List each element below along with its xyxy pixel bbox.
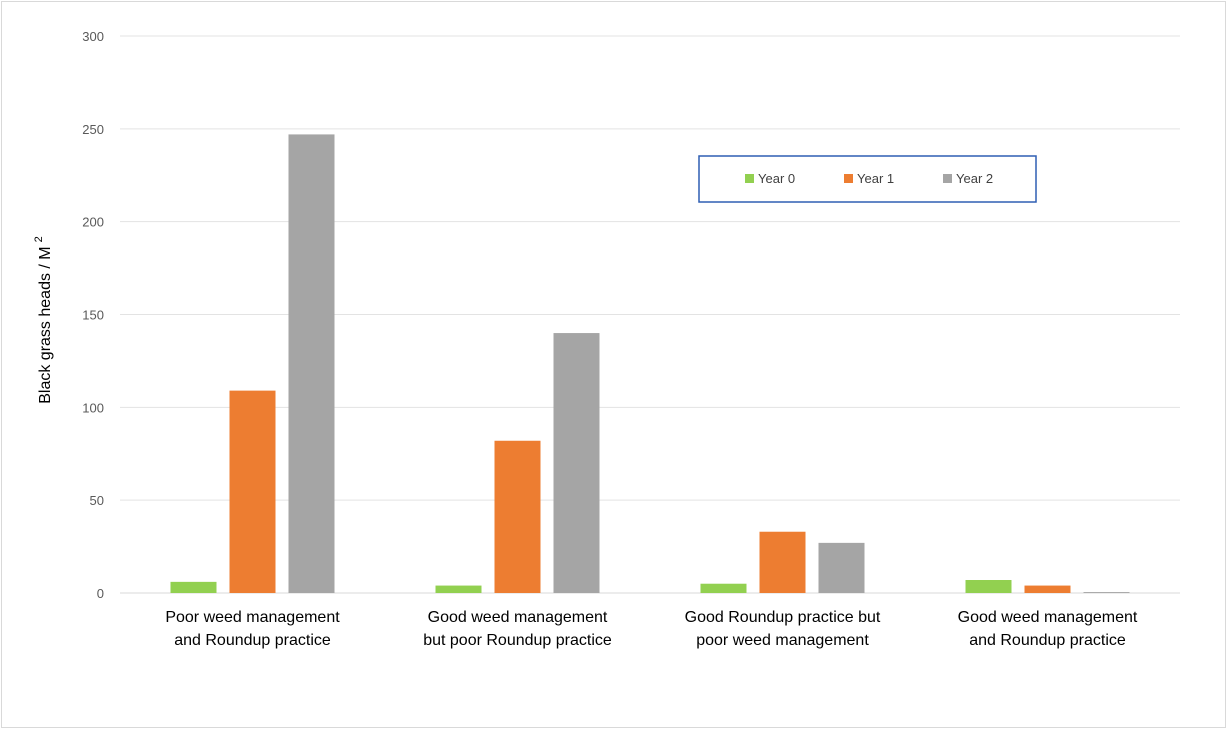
bar-year-1 <box>494 440 541 593</box>
legend-box <box>698 155 1037 203</box>
y-axis-label-text: Black grass heads / M <box>37 246 54 403</box>
legend: Year 0 Year 1 Year 2 <box>698 155 1037 203</box>
y-tick-label: 200 <box>82 215 104 230</box>
bar-year-2 <box>1083 592 1130 593</box>
category-label: Good weed management and Roundup practice <box>958 609 1138 649</box>
bar-year-1 <box>229 390 276 593</box>
y-tick-label: 250 <box>82 122 104 137</box>
category-label-line: poor weed management <box>696 632 869 649</box>
legend-label: Year 2 <box>956 171 993 186</box>
category-label-line: but poor Roundup practice <box>423 632 612 649</box>
y-tick-label: 150 <box>82 308 104 323</box>
category-label-line: and Roundup practice <box>969 632 1126 649</box>
category-label-line: Good weed management <box>958 609 1138 626</box>
legend-swatch <box>844 174 853 183</box>
bars <box>170 134 1130 594</box>
category-labels: Poor weed management and Roundup practice… <box>165 609 1138 649</box>
bar-year-2 <box>288 134 335 594</box>
legend-swatch <box>943 174 952 183</box>
bar-year-0 <box>700 583 747 593</box>
category-label-line: Good Roundup practice but <box>685 609 881 626</box>
legend-label: Year 0 <box>758 171 795 186</box>
bar-year-1 <box>1024 585 1071 593</box>
y-axis-label: Black grass heads / M 2 <box>33 236 54 404</box>
category-label: Good Roundup practice but poor weed manag… <box>685 609 881 649</box>
bar-year-2 <box>818 542 865 593</box>
y-tick-label: 100 <box>82 400 104 415</box>
y-axis-ticks: 0 50 100 150 200 250 300 <box>82 29 104 601</box>
category-label: Poor weed management and Roundup practice <box>165 609 340 649</box>
bar-year-0 <box>435 585 482 593</box>
legend-swatch <box>745 174 754 183</box>
bar-year-0 <box>170 581 217 593</box>
category-label-line: Poor weed management <box>165 609 340 626</box>
category-label-line: Good weed management <box>428 609 608 626</box>
bar-year-1 <box>759 531 806 593</box>
bar-year-2 <box>553 333 600 593</box>
y-tick-label: 300 <box>82 29 104 44</box>
category-label: Good weed management but poor Roundup pra… <box>423 609 612 649</box>
gridlines <box>120 35 1180 594</box>
y-axis-label-superscript: 2 <box>33 236 45 242</box>
y-tick-label: 0 <box>97 586 104 601</box>
legend-label: Year 1 <box>857 171 894 186</box>
y-tick-label: 50 <box>90 493 104 508</box>
bar-year-0 <box>965 580 1012 593</box>
category-label-line: and Roundup practice <box>174 632 331 649</box>
